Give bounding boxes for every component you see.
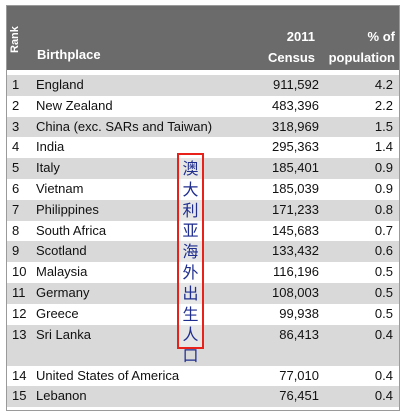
census-header-label: Census	[268, 50, 315, 65]
rank-cell: 7	[12, 201, 20, 217]
census-cell: 133,432	[272, 243, 319, 259]
percent-header-line1: % of	[367, 29, 395, 44]
census-cell: 295,363	[272, 139, 319, 155]
percent-cell: 1.4	[374, 139, 393, 155]
rank-cell: 11	[12, 284, 26, 300]
census-cell: 483,396	[272, 97, 319, 113]
percent-cell: 0.5	[374, 264, 393, 280]
birthplace-cell: England	[36, 77, 84, 92]
table-row: 3 China (exc. SARs and Taiwan) 318,969 1.5	[7, 116, 399, 138]
census-cell: 145,683	[272, 222, 319, 238]
census-cell: 86,413	[279, 326, 319, 342]
birthplace-cell: India	[36, 139, 65, 155]
rank-cell: 10	[12, 264, 27, 280]
percent-cell: 0.9	[374, 160, 393, 176]
census-cell: 911,592	[272, 77, 319, 92]
census-header-year: 2011	[286, 29, 315, 44]
census-cell: 99,938	[279, 305, 319, 321]
census-cell: 185,039	[272, 180, 319, 196]
birthplace-cell: China (exc. SARs and Taiwan)	[36, 118, 213, 134]
overlay-stamp: 澳大利亚海外出生人口	[177, 153, 204, 365]
table-header: Rank Birthplace 2011 Census % of populat…	[7, 6, 399, 70]
rank-cell: 1	[12, 77, 20, 92]
table-row: 14 United States of America 77,010 0.4	[7, 366, 399, 387]
birthplace-cell: Philippines	[36, 201, 99, 217]
birthplace-cell: Malaysia	[36, 264, 88, 280]
percent-cell: 0.6	[374, 243, 393, 259]
percent-cell: 0.7	[374, 222, 393, 238]
birthplace-cell: Lebanon	[36, 388, 87, 404]
birthplace-cell: South Africa	[36, 222, 107, 238]
rank-cell: 8	[12, 222, 20, 238]
percent-cell: 2.2	[374, 97, 393, 113]
table-row: 6 Vietnam 185,039 0.9	[7, 179, 399, 200]
table-row: 10 Malaysia 116,196 0.5	[7, 262, 399, 283]
percent-cell: 0.5	[374, 284, 393, 300]
rank-cell: 13	[12, 326, 27, 342]
percent-cell: 1.5	[374, 118, 393, 134]
percent-cell: 0.8	[374, 201, 393, 217]
table-row: 12 Greece 99,938 0.5	[7, 304, 399, 325]
census-cell: 77,010	[279, 367, 319, 383]
census-header: 2011 Census	[268, 26, 315, 68]
rank-header: Rank	[9, 26, 21, 54]
birthplace-cell: New Zealand	[36, 97, 113, 113]
rank-cell: 6	[12, 180, 20, 196]
percent-header: % of population	[329, 26, 395, 68]
census-cell: 116,196	[272, 264, 319, 280]
rank-cell: 12	[12, 305, 27, 321]
birthplace-cell: Greece	[36, 305, 79, 321]
table-row: 1 England 911,592 4.2	[7, 75, 399, 96]
birthplace-cell: Scotland	[36, 243, 87, 259]
rank-cell: 4	[12, 139, 20, 155]
percent-cell: 0.4	[374, 388, 393, 404]
birthplace-cell: Germany	[36, 284, 90, 300]
census-cell: 108,003	[272, 284, 319, 300]
table-row: 2 New Zealand 483,396 2.2	[7, 96, 399, 117]
percent-cell: 0.4	[374, 367, 393, 383]
percent-cell: 4.2	[374, 77, 393, 92]
percent-header-line2: population	[328, 50, 395, 65]
birthplace-cell: Vietnam	[36, 180, 84, 196]
percent-cell: 0.4	[374, 326, 393, 342]
census-cell: 76,451	[279, 388, 319, 404]
census-cell: 318,969	[272, 118, 319, 134]
rank-cell: 14	[12, 367, 27, 383]
census-cell: 185,401	[272, 160, 319, 176]
percent-cell: 0.9	[374, 180, 393, 196]
rank-cell: 3	[12, 118, 20, 134]
table-row: 4 India 295,363 1.4	[7, 137, 399, 158]
overlay-label: 澳大利亚海外出生人口	[182, 159, 199, 366]
rank-cell: 5	[12, 160, 20, 176]
rank-cell: 2	[12, 97, 20, 113]
percent-cell: 0.5	[374, 305, 393, 321]
birthplace-cell: Sri Lanka	[36, 326, 91, 342]
census-cell: 171,233	[272, 201, 319, 217]
table-row: 15 Lebanon 76,451 0.4	[7, 386, 399, 408]
birthplace-cell: United States of America	[36, 367, 180, 383]
birthplace-cell: Italy	[36, 160, 60, 176]
table-row: 8 South Africa 145,683 0.7	[7, 221, 399, 242]
rank-cell: 15	[12, 388, 27, 404]
rank-cell: 9	[12, 243, 20, 259]
birthplace-header: Birthplace	[37, 47, 101, 62]
